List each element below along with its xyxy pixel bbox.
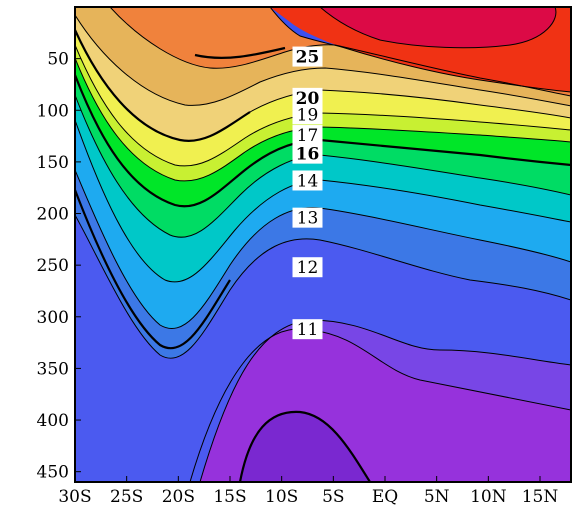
band-gt26 — [320, 7, 556, 48]
band-deep-low — [75, 411, 370, 482]
band-12-13 — [75, 215, 571, 482]
contour-label-box — [292, 104, 323, 125]
contour-label-box — [292, 125, 323, 146]
x-tick-label: 10N — [470, 487, 507, 507]
x-tick-label: 5S — [322, 487, 344, 507]
x-tick-label: 10S — [265, 487, 298, 507]
y-tick-label: 350 — [37, 359, 69, 379]
contour-label: 13 — [297, 209, 319, 229]
contour-label-box — [292, 87, 323, 108]
band-11-12 — [190, 320, 571, 482]
contour-fill-layer — [75, 7, 571, 482]
contour-label-box — [292, 170, 323, 191]
contour-label: 12 — [297, 258, 319, 278]
band-20-22 — [75, 15, 571, 141]
contour-lines — [75, 7, 571, 482]
y-tick-label: 300 — [37, 308, 69, 328]
contour-label: 11 — [297, 320, 319, 340]
contour-label: 20 — [296, 89, 320, 109]
x-tick-label: 5N — [424, 487, 450, 507]
y-tick-label: 50 — [47, 50, 69, 70]
x-axis: 30S 25S 20S 15S 10S 5S EQ 5N 10N 15N — [58, 476, 558, 507]
band-15-16 — [75, 95, 571, 282]
band-14-15 — [75, 120, 571, 329]
contour-label-box — [292, 46, 323, 67]
x-tick-label: 15N — [522, 487, 559, 507]
y-tick-label: 200 — [37, 205, 69, 225]
y-tick-label: 150 — [37, 153, 69, 173]
contour-label: 19 — [297, 105, 319, 125]
band-17-18 — [75, 58, 571, 207]
contour-label: 17 — [297, 126, 319, 146]
y-tick-label: 400 — [37, 411, 69, 431]
x-tick-label: 30S — [58, 487, 91, 507]
contour-label: 14 — [297, 171, 319, 191]
contour-label-box — [292, 319, 323, 340]
plot-frame — [74, 6, 572, 483]
contour-label-box — [292, 207, 323, 228]
contour-label: 16 — [296, 145, 320, 165]
contour-label-box — [292, 143, 323, 164]
x-tick-label: EQ — [372, 487, 398, 507]
x-tick-label: 15S — [213, 487, 246, 507]
y-axis: 50 100 150 200 250 300 350 400 450 — [37, 50, 81, 483]
x-tick-label: 20S — [162, 487, 195, 507]
band-22-24 — [75, 7, 571, 106]
contour-label-box — [292, 257, 323, 278]
y-tick-label: 250 — [37, 256, 69, 276]
band-19-20 — [75, 30, 571, 166]
y-tick-label: 450 — [37, 463, 69, 483]
x-tick-label: 25S — [110, 487, 143, 507]
band-16-17 — [75, 75, 571, 238]
contour-label: 25 — [296, 48, 320, 68]
bold-contour-lines — [75, 29, 571, 482]
y-tick-label: 100 — [37, 101, 69, 121]
